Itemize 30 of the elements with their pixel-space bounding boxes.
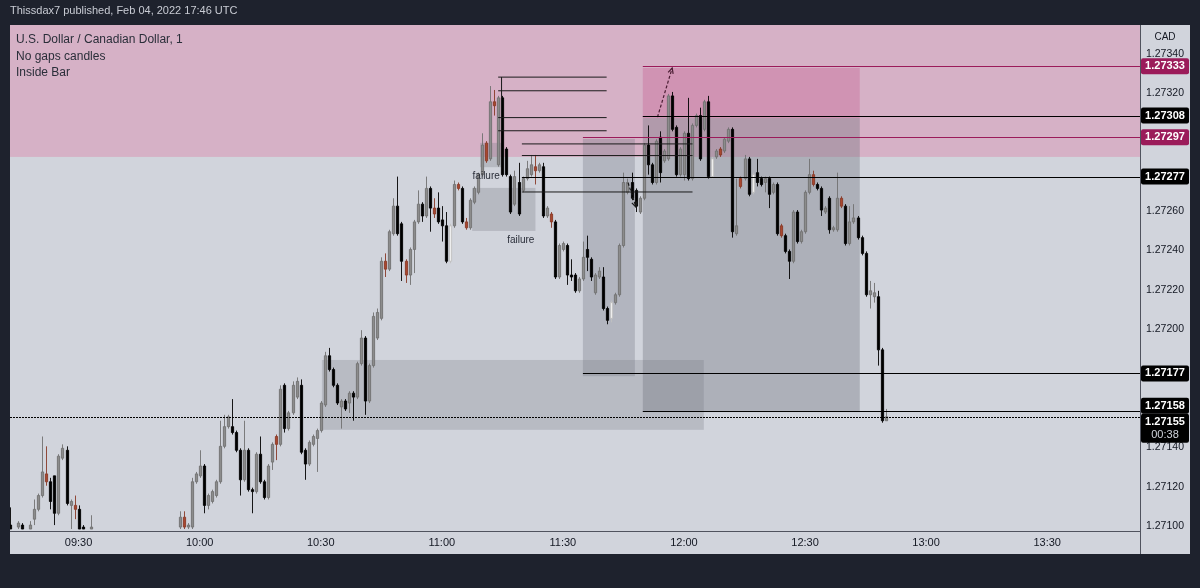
y-tick-label: 1.27200 xyxy=(1146,322,1185,335)
x-tick-label: 10:00 xyxy=(185,536,214,548)
ref-line-label: 1.27297 xyxy=(1145,130,1185,143)
y-tick-label: 1.27220 xyxy=(1146,282,1185,295)
ref-line-label: 1.27177 xyxy=(1145,366,1185,379)
x-tick-label: 10:30 xyxy=(306,536,335,548)
ref-line-label: 1.27333 xyxy=(1145,59,1185,72)
ref-line-label: 1.27158 xyxy=(1145,398,1185,411)
legend-label: 1.27155 00:38 xyxy=(1145,414,1185,440)
annotation: failure xyxy=(507,233,535,245)
x-tick-label: 12:00 xyxy=(670,536,698,548)
y-tick-label: 1.27320 xyxy=(1146,85,1185,98)
ref-line-label: 1.27277 xyxy=(1145,169,1185,182)
y-tick-label: 1.27140 xyxy=(1146,440,1185,453)
y-axis-title: CAD xyxy=(1154,31,1176,42)
x-tick-label: 11:00 xyxy=(428,536,456,548)
y-tick-label: 1.27240 xyxy=(1146,243,1185,256)
x-tick-label: 13:30 xyxy=(1033,536,1061,548)
text: U.S. Dollar / Canadian Dollar, 1 xyxy=(16,32,184,46)
x-tick-label: 09:30 xyxy=(64,536,93,548)
ref-line-label: 1.27308 xyxy=(1145,108,1185,121)
y-tick-label: 1.27100 xyxy=(1146,519,1185,532)
y-tick-label: 1.27120 xyxy=(1146,479,1185,492)
y-tick-label: 1.27340 xyxy=(1146,46,1185,59)
y-tick-label: 1.27260 xyxy=(1146,204,1185,217)
x-tick-label: 13:00 xyxy=(912,536,940,548)
x-tick-label: 12:30 xyxy=(791,536,819,548)
text: No gaps candles Inside Bar xyxy=(16,49,106,79)
x-tick-label: 11:30 xyxy=(549,536,577,548)
text: Thissdax7 published, Feb 04, 2022 17:46 UTC xyxy=(10,4,238,16)
